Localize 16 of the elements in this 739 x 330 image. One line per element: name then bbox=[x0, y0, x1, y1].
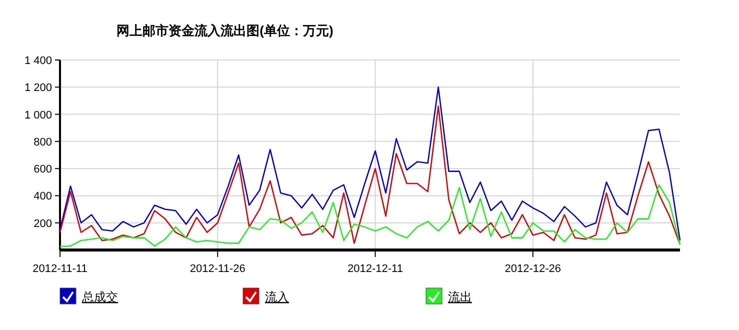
x-tick-label: 2012-11-26 bbox=[190, 263, 246, 275]
x-tick-label: 2012-12-11 bbox=[348, 263, 403, 275]
chart-title: 网上邮市资金流入流出图(单位：万元) bbox=[116, 23, 334, 38]
legend-label: 总成交 bbox=[81, 290, 118, 304]
y-tick-label: 1 200 bbox=[24, 82, 52, 94]
y-tick-label: 1 000 bbox=[24, 109, 52, 122]
x-tick-label: 2012-12-26 bbox=[504, 263, 562, 275]
line-series bbox=[59, 184, 681, 248]
y-tick-label: 400 bbox=[34, 190, 52, 203]
y-tick-label: 800 bbox=[34, 136, 52, 148]
y-tick-label: 200 bbox=[34, 218, 52, 230]
legend-label: 流出 bbox=[448, 290, 472, 304]
legend-label: 流入 bbox=[265, 290, 289, 304]
x-tick-label: 2012-11-11 bbox=[32, 263, 88, 275]
y-tick-label: 600 bbox=[34, 164, 52, 176]
y-tick-label: 1 400 bbox=[24, 55, 52, 67]
